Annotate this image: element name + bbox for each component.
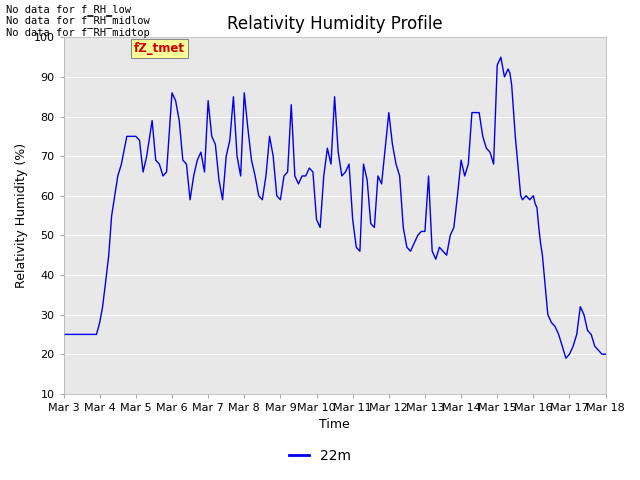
Title: Relativity Humidity Profile: Relativity Humidity Profile [227,15,442,33]
Text: No data for f̅RH̅midlow: No data for f̅RH̅midlow [6,16,150,26]
Text: No data for f̅RH̅midtop: No data for f̅RH̅midtop [6,28,150,38]
Text: No data for f_RH_low: No data for f_RH_low [6,4,131,15]
Text: fZ_tmet: fZ_tmet [134,42,185,55]
Legend: 22m: 22m [283,443,357,468]
Y-axis label: Relativity Humidity (%): Relativity Humidity (%) [15,143,28,288]
X-axis label: Time: Time [319,419,350,432]
